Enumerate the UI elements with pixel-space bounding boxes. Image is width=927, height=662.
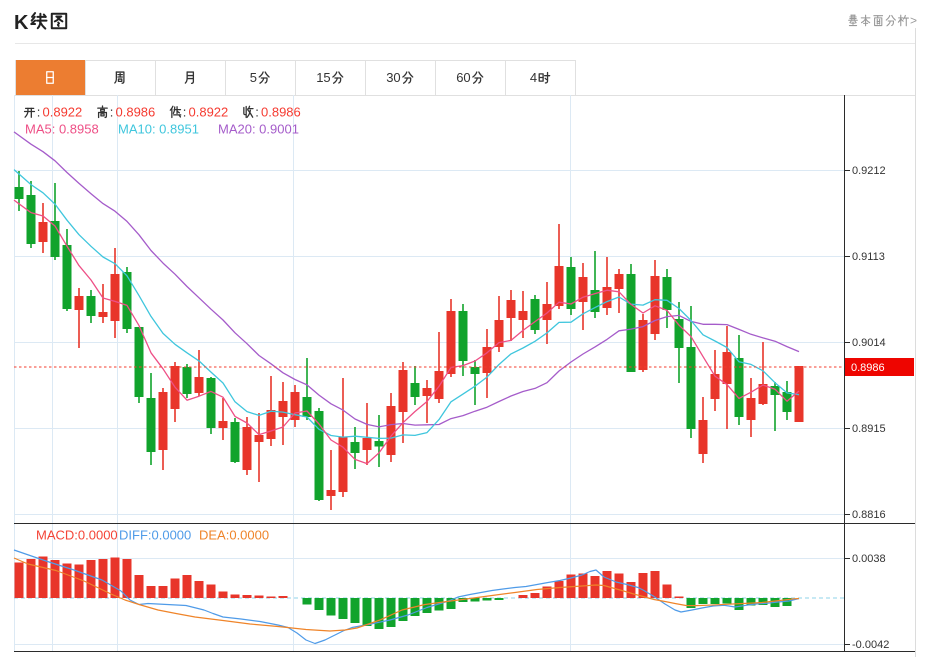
- svg-text:15: 15: [316, 70, 330, 85]
- svg-text:MACD:0.0000: MACD:0.0000: [36, 528, 118, 543]
- svg-text:-0.0042: -0.0042: [852, 639, 889, 651]
- svg-text:0.8986: 0.8986: [261, 105, 301, 120]
- svg-text:0.8986: 0.8986: [851, 362, 885, 374]
- svg-text:DEA:0.0000: DEA:0.0000: [199, 528, 269, 543]
- svg-text:MA10: 0.8951: MA10: 0.8951: [118, 122, 199, 137]
- svg-text::: :: [110, 105, 114, 120]
- svg-text:>: >: [910, 14, 917, 28]
- svg-text:0.0038: 0.0038: [852, 553, 886, 565]
- svg-text:4: 4: [530, 70, 537, 85]
- svg-text:0.8915: 0.8915: [852, 423, 886, 435]
- svg-text:0.8816: 0.8816: [852, 509, 886, 521]
- svg-text:0.8986: 0.8986: [116, 105, 156, 120]
- svg-text::: :: [37, 105, 41, 120]
- svg-text:0.9113: 0.9113: [852, 251, 885, 263]
- svg-text:60: 60: [456, 70, 470, 85]
- svg-text:0.9212: 0.9212: [852, 165, 886, 177]
- svg-text:30: 30: [386, 70, 400, 85]
- svg-text:0.8922: 0.8922: [189, 105, 229, 120]
- svg-text:MA20: 0.9001: MA20: 0.9001: [218, 122, 299, 137]
- svg-text:K: K: [14, 12, 29, 34]
- svg-text:0.8922: 0.8922: [43, 105, 83, 120]
- svg-text:5: 5: [250, 70, 257, 85]
- svg-text::: :: [183, 105, 187, 120]
- svg-text::: :: [255, 105, 259, 120]
- svg-text:0.9014: 0.9014: [852, 337, 886, 349]
- svg-text:MA5: 0.8958: MA5: 0.8958: [25, 122, 99, 137]
- svg-text:DIFF:0.0000: DIFF:0.0000: [119, 528, 191, 543]
